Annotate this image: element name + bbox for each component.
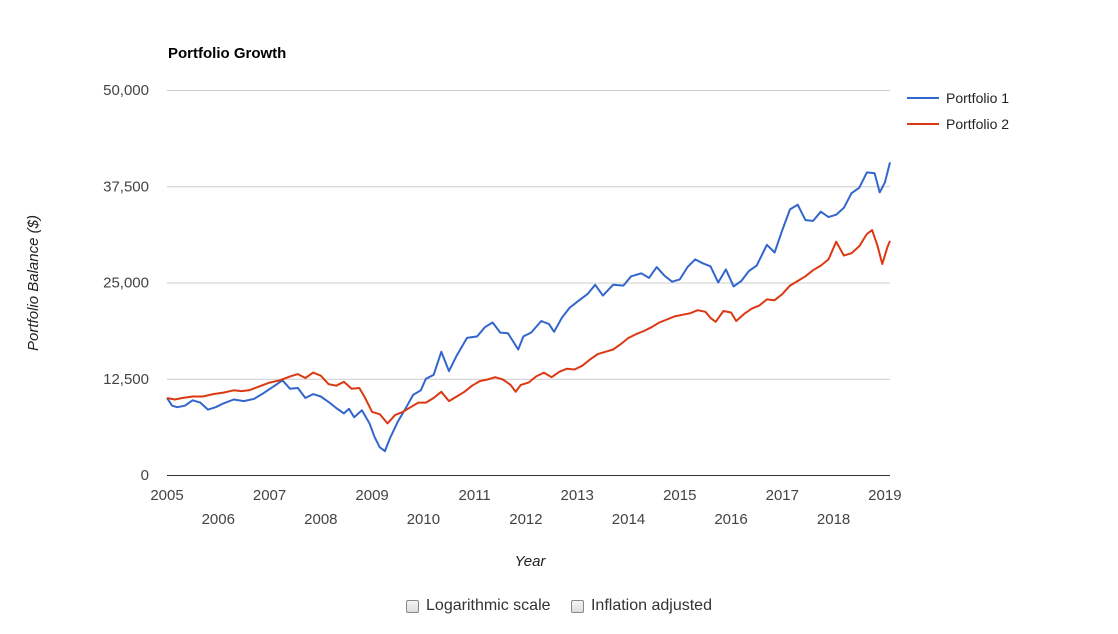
y-axis-label: Portfolio Balance ($) <box>25 215 42 351</box>
y-tick-label: 50,000 <box>103 82 149 99</box>
y-tick-label: 0 <box>141 467 149 484</box>
series-line-1 <box>166 162 891 453</box>
y-tick-label: 25,000 <box>103 275 149 292</box>
legend-label: Portfolio 2 <box>946 116 1009 132</box>
chart-options: Logarithmic scale Inflation adjusted <box>0 597 1118 618</box>
x-axis-ticks: 2005 2006 2007 2008 2009 2010 2011 2012 2013 2014… <box>150 487 901 528</box>
chart-title: Portfolio Growth <box>168 45 286 62</box>
x-tick-label: 2010 <box>407 511 440 528</box>
legend: Portfolio 1 Portfolio 2 <box>907 90 1009 132</box>
log-scale-label: Logarithmic scale <box>426 597 551 614</box>
x-tick-label: 2015 <box>663 487 696 504</box>
x-tick-label: 2016 <box>714 511 747 528</box>
series-line-2 <box>166 229 891 425</box>
legend-label: Portfolio 1 <box>946 90 1009 106</box>
inflation-adjusted-checkbox[interactable] <box>570 599 584 613</box>
x-tick-label: 2012 <box>509 511 542 528</box>
series-lines <box>166 162 891 453</box>
log-scale-toggle[interactable]: Logarithmic scale <box>406 597 551 615</box>
x-tick-label: 2017 <box>766 487 799 504</box>
x-tick-label: 2014 <box>612 511 645 528</box>
y-tick-label: 12,500 <box>103 371 149 388</box>
inflation-adjusted-label: Inflation adjusted <box>590 597 712 614</box>
x-tick-label: 2006 <box>202 511 235 528</box>
x-tick-label: 2019 <box>868 487 901 504</box>
x-tick-label: 2013 <box>561 487 594 504</box>
x-tick-label: 2018 <box>817 511 850 528</box>
y-tick-label: 37,500 <box>103 178 149 195</box>
x-tick-label: 2011 <box>459 487 491 504</box>
x-tick-label: 2005 <box>150 487 183 504</box>
gridlines <box>167 90 890 380</box>
x-tick-label: 2007 <box>253 487 286 504</box>
x-axis-label: Year <box>515 553 547 570</box>
log-scale-checkbox[interactable] <box>406 599 420 613</box>
y-axis-ticks: 0 12,500 25,000 37,500 50,000 <box>103 82 149 484</box>
x-tick-label: 2009 <box>355 487 388 504</box>
x-tick-label: 2008 <box>304 511 337 528</box>
inflation-adjusted-toggle[interactable]: Inflation adjusted <box>570 597 712 615</box>
